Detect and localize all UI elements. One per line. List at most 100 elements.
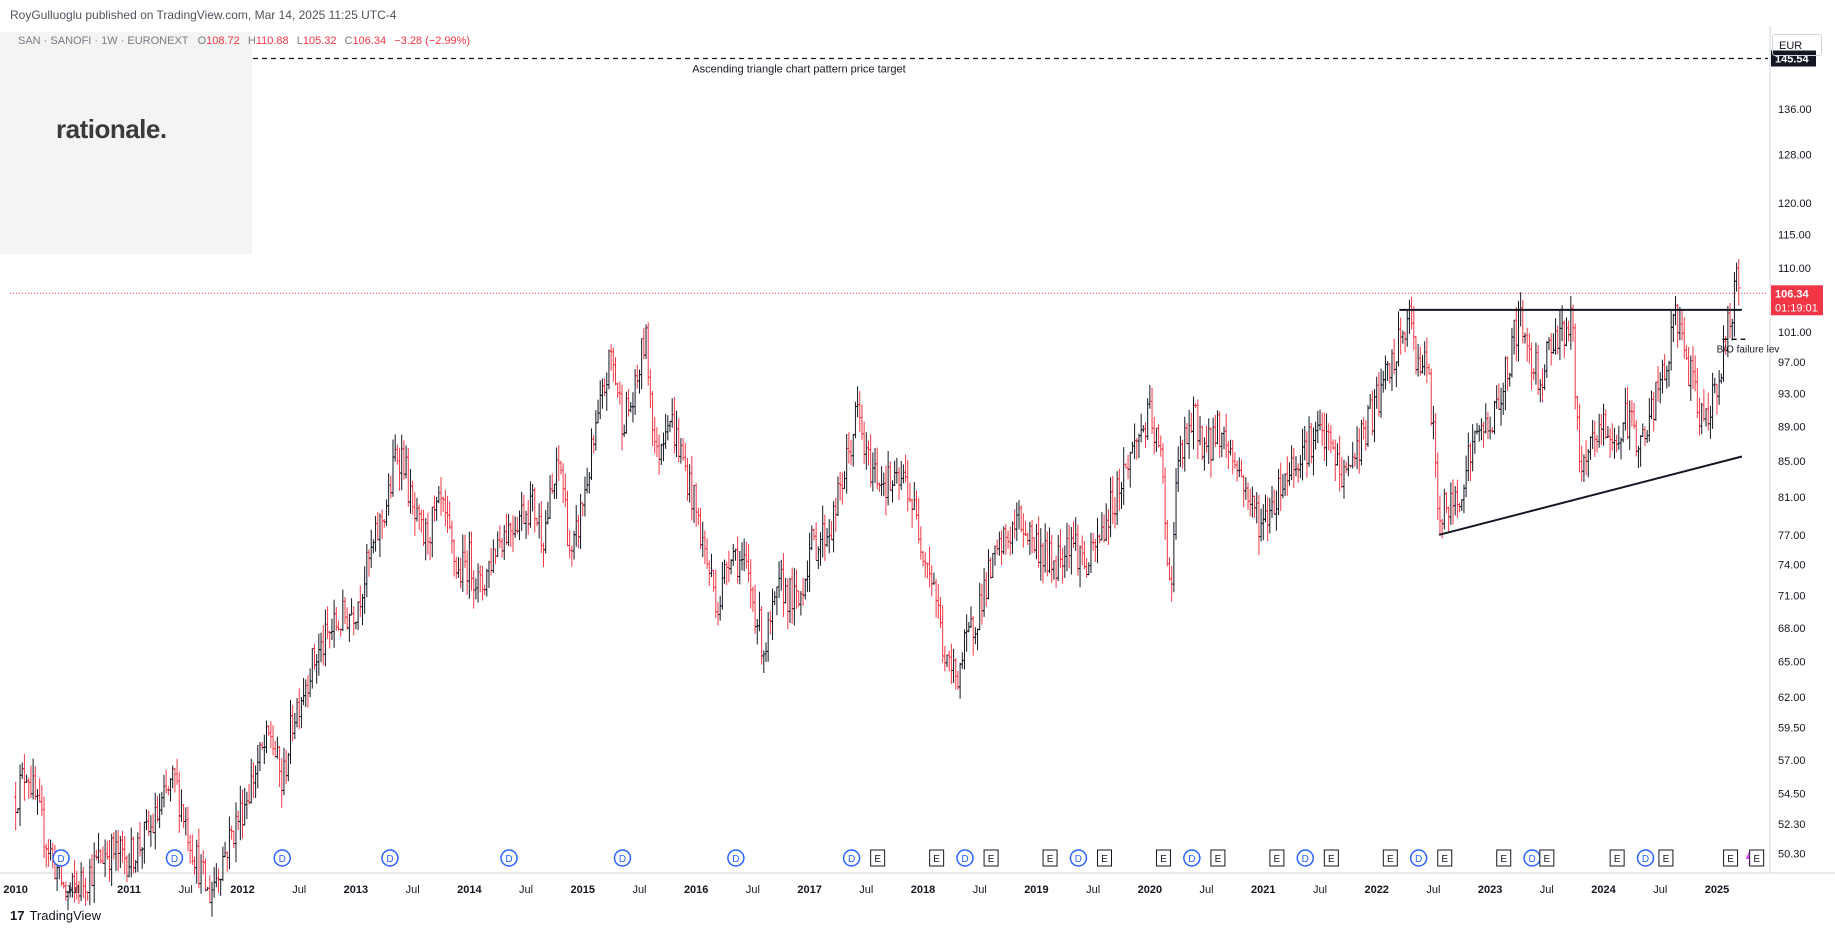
ohlc-bar: [1706, 392, 1711, 431]
ohlc-bar: [168, 778, 173, 802]
dividend-letter: D: [386, 854, 393, 865]
time-tick-label: Jul: [1540, 884, 1554, 896]
event-marker[interactable]: E: [1609, 849, 1625, 867]
event-marker[interactable]: D: [1183, 849, 1201, 867]
event-marker[interactable]: E: [1749, 849, 1765, 867]
price-tick-label: 120.00: [1778, 198, 1812, 210]
ohlc-bar: [251, 762, 256, 799]
ohlc-bar: [609, 344, 614, 371]
ohlc-bar: [977, 582, 982, 631]
ohlc-bar: [982, 567, 987, 617]
earnings-icon: [1323, 849, 1339, 867]
ohlc-bar: [1549, 333, 1554, 366]
event-marker[interactable]: E: [1658, 849, 1674, 867]
ohlc-bar: [284, 749, 289, 784]
ohlc-bar: [393, 434, 398, 462]
event-marker[interactable]: E: [1723, 849, 1739, 867]
ohlc-bar: [1298, 455, 1303, 479]
dividend-letter: D: [505, 854, 512, 865]
ohlc-bar: [48, 839, 53, 861]
event-marker[interactable]: D: [1636, 849, 1655, 867]
ohlc-bar: [1717, 370, 1722, 405]
ohlc-bar: [157, 793, 162, 829]
ohlc-bar: [709, 553, 714, 578]
ohlc-bar: [209, 881, 214, 917]
time-tick-label: 2023: [1478, 884, 1502, 896]
ohlc-bar: [1608, 428, 1613, 458]
ohlc-bar: [172, 767, 177, 793]
event-marker[interactable]: D: [52, 849, 70, 867]
ohlc-bar: [1448, 482, 1453, 525]
ohlc-bar: [391, 439, 396, 497]
ohlc-bar: [711, 569, 716, 592]
event-marker[interactable]: D: [956, 849, 974, 867]
ohlc-bar: [1289, 445, 1294, 481]
dividend-letter: D: [1415, 854, 1422, 865]
time-tick-label: 2011: [117, 884, 141, 896]
ohlc-bar: [979, 584, 984, 625]
ohlc-bar: [462, 534, 467, 569]
ohlc-bar: [1625, 386, 1630, 440]
event-marker[interactable]: D: [1069, 849, 1088, 867]
event-marker[interactable]: E: [1382, 849, 1398, 867]
ohlc-bar: [96, 832, 101, 864]
ohlc-bar: [151, 813, 156, 834]
ohlc-bar: [257, 742, 262, 772]
ohlc-bar: [454, 556, 459, 580]
ohlc-bar: [1126, 454, 1131, 480]
event-marker[interactable]: E: [1042, 849, 1058, 867]
event-marker[interactable]: D: [165, 849, 184, 867]
event-marker[interactable]: E: [1437, 849, 1453, 867]
ohlc-bar: [1136, 433, 1141, 459]
ohlc-bar: [1682, 317, 1687, 359]
event-marker[interactable]: E: [870, 849, 886, 867]
ohlc-bar: [1235, 460, 1240, 482]
ohlc-bar: [1322, 412, 1327, 462]
ohlc-bar: [689, 455, 694, 521]
ohlc-bar: [190, 834, 195, 865]
currency-button[interactable]: EUR: [1772, 34, 1822, 56]
event-marker[interactable]: D: [727, 849, 745, 867]
ohlc-bar: [639, 338, 644, 390]
open-label: O: [197, 35, 207, 47]
event-marker[interactable]: D: [842, 849, 861, 867]
ohlc-bar: [1455, 479, 1460, 519]
ohlc-bar: [1016, 500, 1021, 530]
event-marker[interactable]: E: [1269, 849, 1285, 867]
ohlc-bar: [1023, 521, 1028, 537]
dividend-letter: D: [279, 854, 286, 865]
event-marker[interactable]: E: [983, 849, 999, 867]
ohlc-bar: [44, 843, 49, 868]
symbol-info[interactable]: SAN · SANOFI · 1W · EURONEXT: [18, 35, 189, 47]
ohlc-bar: [814, 522, 819, 561]
event-marker[interactable]: E: [929, 849, 945, 867]
event-marker[interactable]: D: [613, 849, 632, 867]
event-marker[interactable]: D: [1409, 849, 1428, 867]
event-marker[interactable]: D: [381, 849, 399, 867]
ohlc-bar: [722, 559, 727, 584]
ohlc-bar: [1653, 381, 1658, 421]
event-marker[interactable]: D: [500, 849, 518, 867]
ohlc-bar: [495, 531, 500, 557]
ohlc-bar: [1363, 420, 1368, 451]
ohlc-bar: [1211, 417, 1216, 461]
ohlc-bar: [857, 391, 862, 433]
event-marker[interactable]: D: [273, 849, 291, 867]
event-marker[interactable]: E: [1323, 849, 1339, 867]
event-marker[interactable]: E: [1096, 849, 1112, 867]
ohlc-bar: [1544, 341, 1549, 378]
event-marker[interactable]: E: [1155, 849, 1171, 867]
ohlc-bar: [569, 545, 574, 567]
event-marker[interactable]: E: [1210, 849, 1226, 867]
ohlc-bar: [578, 494, 583, 550]
ohlc-bar: [480, 565, 485, 601]
event-marker[interactable]: D: [1296, 849, 1314, 867]
ohlc-bar: [290, 705, 295, 742]
event-marker[interactable]: D: [1523, 849, 1541, 867]
event-marker[interactable]: E: [1539, 849, 1555, 867]
ohlc-bar: [345, 607, 350, 630]
event-marker[interactable]: E: [1496, 849, 1512, 867]
ohlc-bar: [1158, 435, 1163, 457]
ohlc-bar: [1695, 367, 1700, 419]
